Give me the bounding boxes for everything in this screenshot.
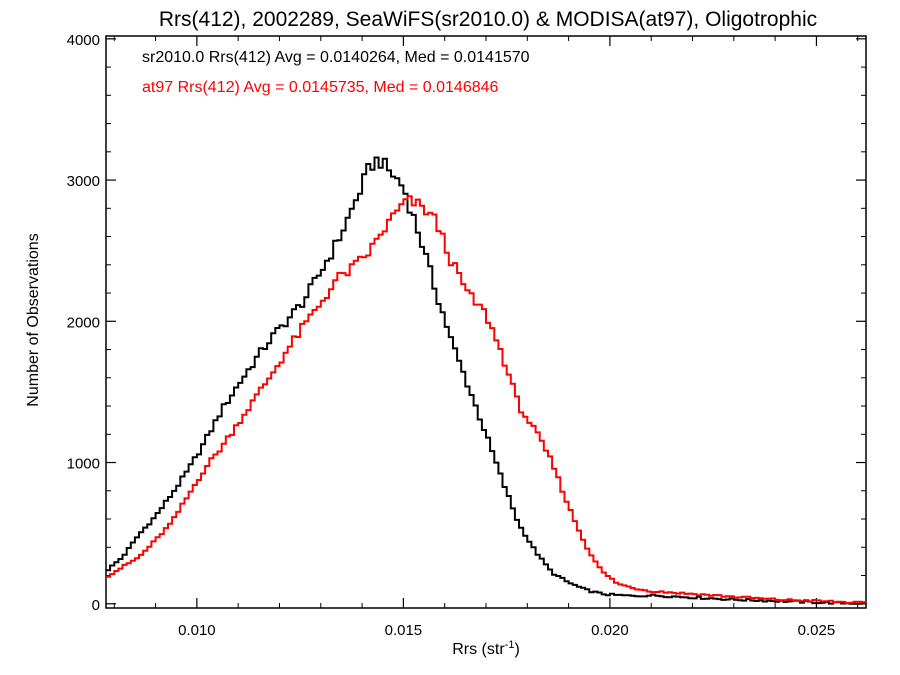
y-tick-label: 0	[92, 597, 100, 614]
histogram-series-sr2010.0	[106, 156, 866, 605]
x-axis-label-sup: -1	[505, 639, 515, 651]
chart-title: Rrs(412), 2002289, SeaWiFS(sr2010.0) & M…	[159, 8, 817, 31]
tick-layer: 0.010 0.015 0.020 0.025 0 1000 2000 3000 4000	[67, 32, 866, 639]
legend-entry-sr2010: sr2010.0 Rrs(412) Avg = 0.0140264, Med =…	[142, 49, 530, 66]
y-tick-label: 2000	[67, 314, 100, 331]
x-tick-label: 0.020	[591, 622, 629, 639]
legend-entry-at97: at97 Rrs(412) Avg = 0.0145735, Med = 0.0…	[142, 79, 499, 96]
x-axis-label-tail: )	[514, 641, 519, 658]
y-tick-label: 1000	[67, 456, 100, 473]
y-tick-label: 3000	[67, 173, 100, 190]
x-tick-label: 0.025	[798, 622, 836, 639]
histogram-series-at97	[106, 195, 866, 604]
x-tick-label: 0.010	[178, 622, 216, 639]
series-layer	[106, 156, 866, 605]
x-axis-label-base: Rrs (str	[452, 641, 505, 658]
y-axis-label: Number of Observations	[25, 233, 42, 406]
x-axis-label: Rrs (str-1)	[452, 639, 520, 658]
y-tick-label: 4000	[67, 32, 100, 49]
x-tick-label: 0.015	[385, 622, 423, 639]
